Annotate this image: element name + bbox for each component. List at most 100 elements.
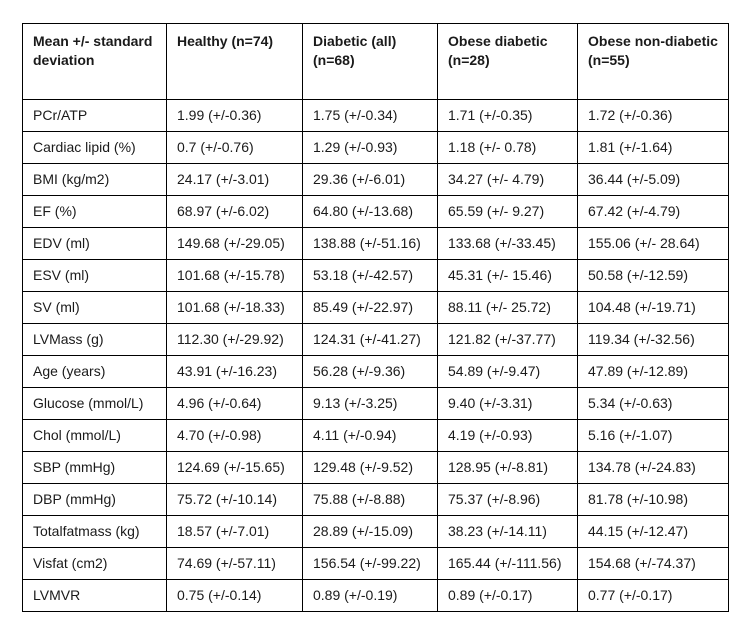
row-label: LVMass (g) bbox=[22, 323, 167, 356]
table-cell: 18.57 (+/-7.01) bbox=[166, 515, 303, 548]
table-cell: 0.7 (+/-0.76) bbox=[166, 131, 303, 164]
header-cell-healthy: Healthy (n=74) bbox=[166, 23, 303, 100]
table-cell: 138.88 (+/-51.16) bbox=[302, 227, 438, 260]
table-cell: 155.06 (+/- 28.64) bbox=[577, 227, 729, 260]
row-label: Visfat (cm2) bbox=[22, 547, 167, 580]
row-label: Totalfatmass (kg) bbox=[22, 515, 167, 548]
table-cell: 1.75 (+/-0.34) bbox=[302, 99, 438, 132]
table-cell: 75.37 (+/-8.96) bbox=[437, 483, 578, 516]
table-cell: 67.42 (+/-4.79) bbox=[577, 195, 729, 228]
table-row: Cardiac lipid (%) 0.7 (+/-0.76) 1.29 (+/-0… bbox=[22, 131, 729, 164]
table-cell: 101.68 (+/-15.78) bbox=[166, 259, 303, 292]
table-cell: 50.58 (+/-12.59) bbox=[577, 259, 729, 292]
row-label: Cardiac lipid (%) bbox=[22, 131, 167, 164]
table-cell: 112.30 (+/-29.92) bbox=[166, 323, 303, 356]
table-cell: 88.11 (+/- 25.72) bbox=[437, 291, 578, 324]
table-cell: 119.34 (+/-32.56) bbox=[577, 323, 729, 356]
table-cell: 1.81 (+/-1.64) bbox=[577, 131, 729, 164]
table-cell: 54.89 (+/-9.47) bbox=[437, 355, 578, 388]
table-row: Age (years) 43.91 (+/-16.23) 56.28 (+/-9.3… bbox=[22, 355, 729, 388]
row-label: PCr/ATP bbox=[22, 99, 167, 132]
table-cell: 44.15 (+/-12.47) bbox=[577, 515, 729, 548]
table-cell: 134.78 (+/-24.83) bbox=[577, 451, 729, 484]
table-cell: 68.97 (+/-6.02) bbox=[166, 195, 303, 228]
table-cell: 156.54 (+/-99.22) bbox=[302, 547, 438, 580]
table-cell: 104.48 (+/-19.71) bbox=[577, 291, 729, 324]
statistics-table: Mean +/- standard deviation Healthy (n=7… bbox=[22, 23, 729, 612]
table-cell: 56.28 (+/-9.36) bbox=[302, 355, 438, 388]
table-cell: 43.91 (+/-16.23) bbox=[166, 355, 303, 388]
table-cell: 81.78 (+/-10.98) bbox=[577, 483, 729, 516]
header-cell-obese-diabetic: Obese diabetic (n=28) bbox=[437, 23, 578, 100]
table-cell: 45.31 (+/- 15.46) bbox=[437, 259, 578, 292]
row-label: Glucose (mmol/L) bbox=[22, 387, 167, 420]
table-cell: 4.96 (+/-0.64) bbox=[166, 387, 303, 420]
table-cell: 0.89 (+/-0.19) bbox=[302, 579, 438, 612]
row-label: ESV (ml) bbox=[22, 259, 167, 292]
header-cell-diabetic-all: Diabetic (all) (n=68) bbox=[302, 23, 438, 100]
table-header: Mean +/- standard deviation Healthy (n=7… bbox=[22, 23, 729, 100]
table-cell: 29.36 (+/-6.01) bbox=[302, 163, 438, 196]
table-cell: 75.88 (+/-8.88) bbox=[302, 483, 438, 516]
table-cell: 165.44 (+/-111.56) bbox=[437, 547, 578, 580]
table-cell: 4.70 (+/-0.98) bbox=[166, 419, 303, 452]
table-body: PCr/ATP 1.99 (+/-0.36) 1.75 (+/-0.34) 1.71 … bbox=[22, 99, 729, 612]
table-cell: 0.77 (+/-0.17) bbox=[577, 579, 729, 612]
table-cell: 133.68 (+/-33.45) bbox=[437, 227, 578, 260]
table-row: EF (%) 68.97 (+/-6.02) 64.80 (+/-13.68) 65.… bbox=[22, 195, 729, 228]
table-row: Glucose (mmol/L) 4.96 (+/-0.64) 9.13 (+/-3… bbox=[22, 387, 729, 420]
table-cell: 9.13 (+/-3.25) bbox=[302, 387, 438, 420]
table-cell: 101.68 (+/-18.33) bbox=[166, 291, 303, 324]
table-cell: 129.48 (+/-9.52) bbox=[302, 451, 438, 484]
table-cell: 28.89 (+/-15.09) bbox=[302, 515, 438, 548]
table-cell: 121.82 (+/-37.77) bbox=[437, 323, 578, 356]
table-cell: 24.17 (+/-3.01) bbox=[166, 163, 303, 196]
table-cell: 36.44 (+/-5.09) bbox=[577, 163, 729, 196]
table-row: LVMVR 0.75 (+/-0.14) 0.89 (+/-0.19) 0.89 (+… bbox=[22, 579, 729, 612]
row-label: LVMVR bbox=[22, 579, 167, 612]
table-cell: 5.16 (+/-1.07) bbox=[577, 419, 729, 452]
table-row: DBP (mmHg) 75.72 (+/-10.14) 75.88 (+/-8.88… bbox=[22, 483, 729, 516]
table-cell: 75.72 (+/-10.14) bbox=[166, 483, 303, 516]
table-row: PCr/ATP 1.99 (+/-0.36) 1.75 (+/-0.34) 1.71 … bbox=[22, 99, 729, 132]
table-cell: 85.49 (+/-22.97) bbox=[302, 291, 438, 324]
table-row: SV (ml) 101.68 (+/-18.33) 85.49 (+/-22.97)… bbox=[22, 291, 729, 324]
table-cell: 1.71 (+/-0.35) bbox=[437, 99, 578, 132]
table-cell: 38.23 (+/-14.11) bbox=[437, 515, 578, 548]
table-row: ESV (ml) 101.68 (+/-15.78) 53.18 (+/-42.57… bbox=[22, 259, 729, 292]
row-label: EF (%) bbox=[22, 195, 167, 228]
table-cell: 74.69 (+/-57.11) bbox=[166, 547, 303, 580]
table-cell: 4.19 (+/-0.93) bbox=[437, 419, 578, 452]
row-label: Chol (mmol/L) bbox=[22, 419, 167, 452]
table-cell: 124.69 (+/-15.65) bbox=[166, 451, 303, 484]
table-cell: 34.27 (+/- 4.79) bbox=[437, 163, 578, 196]
table-cell: 0.89 (+/-0.17) bbox=[437, 579, 578, 612]
table-cell: 1.72 (+/-0.36) bbox=[577, 99, 729, 132]
table-cell: 124.31 (+/-41.27) bbox=[302, 323, 438, 356]
table-cell: 154.68 (+/-74.37) bbox=[577, 547, 729, 580]
table-cell: 53.18 (+/-42.57) bbox=[302, 259, 438, 292]
table-row: LVMass (g) 112.30 (+/-29.92) 124.31 (+/-41… bbox=[22, 323, 729, 356]
table-row: SBP (mmHg) 124.69 (+/-15.65) 129.48 (+/-9.… bbox=[22, 451, 729, 484]
table-cell: 4.11 (+/-0.94) bbox=[302, 419, 438, 452]
table-cell: 5.34 (+/-0.63) bbox=[577, 387, 729, 420]
header-row: Mean +/- standard deviation Healthy (n=7… bbox=[22, 23, 729, 100]
row-label: Age (years) bbox=[22, 355, 167, 388]
table-cell: 65.59 (+/- 9.27) bbox=[437, 195, 578, 228]
row-label: BMI (kg/m2) bbox=[22, 163, 167, 196]
row-label: EDV (ml) bbox=[22, 227, 167, 260]
table-row: Visfat (cm2) 74.69 (+/-57.11) 156.54 (+/-9… bbox=[22, 547, 729, 580]
table-cell: 64.80 (+/-13.68) bbox=[302, 195, 438, 228]
table-cell: 47.89 (+/-12.89) bbox=[577, 355, 729, 388]
table-cell: 0.75 (+/-0.14) bbox=[166, 579, 303, 612]
table-cell: 1.18 (+/- 0.78) bbox=[437, 131, 578, 164]
table-cell: 9.40 (+/-3.31) bbox=[437, 387, 578, 420]
table-row: BMI (kg/m2) 24.17 (+/-3.01) 29.36 (+/-6.01… bbox=[22, 163, 729, 196]
row-label: DBP (mmHg) bbox=[22, 483, 167, 516]
table-cell: 128.95 (+/-8.81) bbox=[437, 451, 578, 484]
table-cell: 1.99 (+/-0.36) bbox=[166, 99, 303, 132]
table-cell: 149.68 (+/-29.05) bbox=[166, 227, 303, 260]
table-row: EDV (ml) 149.68 (+/-29.05) 138.88 (+/-51.1… bbox=[22, 227, 729, 260]
header-cell-obese-non-diabetic: Obese non-diabetic (n=55) bbox=[577, 23, 729, 100]
